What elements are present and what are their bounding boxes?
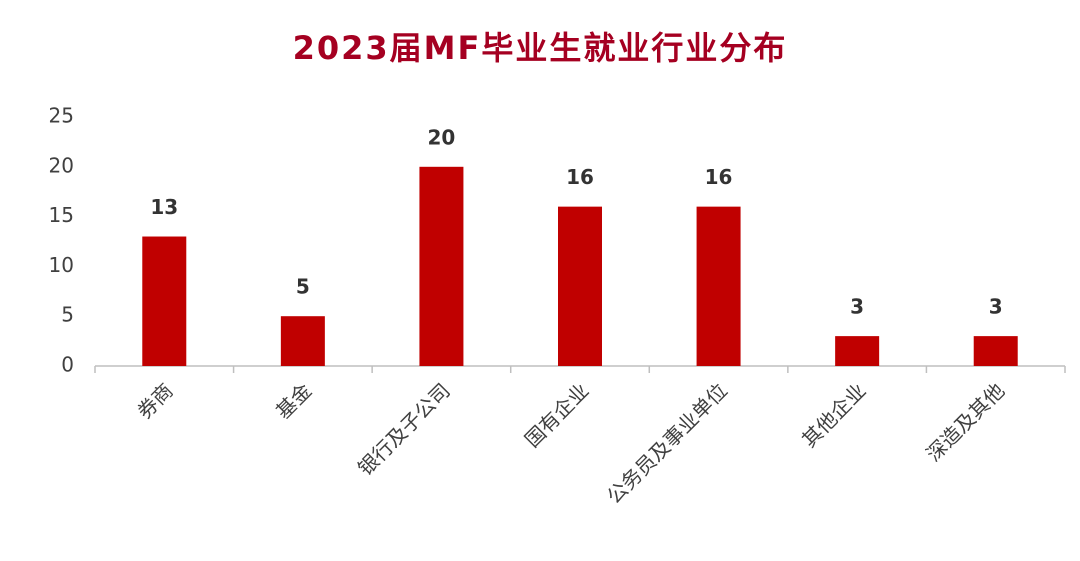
y-tick-label: 5 — [61, 303, 74, 327]
data-label: 13 — [150, 195, 178, 219]
bar — [280, 316, 325, 366]
chart-title: 2023届MF毕业生就业行业分布 — [293, 29, 788, 67]
y-tick-label: 15 — [49, 203, 74, 227]
bar — [835, 336, 880, 366]
data-label: 16 — [705, 165, 733, 189]
data-label: 3 — [850, 295, 864, 319]
x-tick-label: 深造及其他 — [921, 378, 1009, 466]
data-label: 3 — [989, 295, 1003, 319]
y-tick-label: 20 — [49, 153, 74, 177]
y-tick-label: 10 — [49, 253, 74, 277]
x-tick-label: 公务员及事业单位 — [602, 378, 732, 508]
bar — [558, 206, 602, 366]
data-label: 16 — [566, 165, 594, 189]
bar — [142, 236, 187, 366]
data-label: 5 — [296, 275, 310, 299]
y-tick-label: 0 — [61, 353, 74, 377]
bar — [696, 206, 741, 366]
x-tick-label: 国有企业 — [520, 378, 594, 452]
data-label: 20 — [428, 125, 456, 149]
x-tick-label: 其他企业 — [797, 378, 871, 452]
x-tick-label: 券商 — [132, 378, 177, 423]
bar — [419, 166, 464, 366]
bar — [973, 336, 1018, 366]
x-tick-label: 银行及子公司 — [353, 378, 455, 480]
y-tick-label: 25 — [49, 104, 74, 128]
x-tick-label: 基金 — [271, 378, 316, 423]
